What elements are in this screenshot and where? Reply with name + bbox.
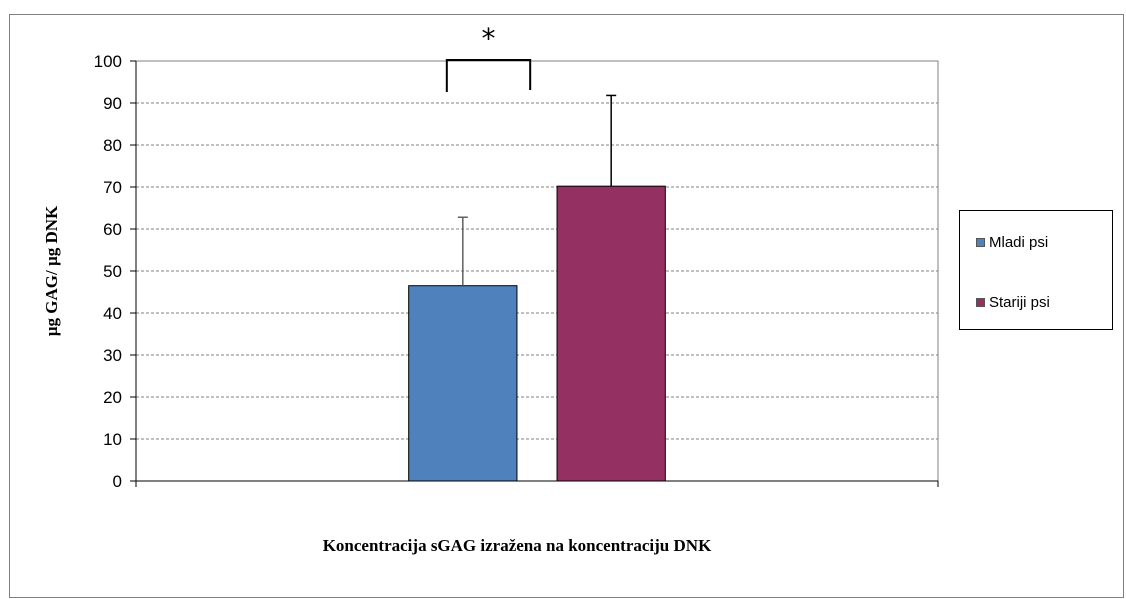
y-tick-label: 80 [103,136,122,155]
y-tick-label: 10 [103,430,122,449]
y-tick-label: 100 [94,52,122,71]
bar-stariji-psi [556,185,666,482]
y-tick-label: 50 [103,262,122,281]
y-tick-label: 90 [103,94,122,113]
axes [130,60,939,487]
legend-swatch [976,238,985,247]
legend-swatch [976,298,985,307]
gridlines [136,102,938,440]
legend-item-mladi-psi: Mladi psi [976,234,1048,251]
y-tick-label: 70 [103,178,122,197]
significance-annotation: * [445,22,532,92]
legend-label: Mladi psi [989,234,1049,251]
error-bars [457,94,617,286]
y-tick-label: 30 [103,346,122,365]
y-tick-label: 20 [103,388,122,407]
y-tick-label: 0 [113,472,122,491]
bar-mladi-psi [408,285,518,482]
y-tick-labels: 0 10 20 30 40 50 60 70 80 90 100 [94,52,122,491]
y-tick-label: 40 [103,304,122,323]
x-axis-title: Koncentracija sGAG izražena na koncentra… [323,536,712,555]
y-axis-title: µg GAG/ µg DNK [42,205,61,336]
legend-item-stariji-psi: Stariji psi [976,294,1050,311]
significance-star: * [482,22,496,55]
legend: Mladi psi Stariji psi [959,210,1113,330]
bars [408,185,666,482]
significance-bracket [445,59,532,92]
legend-label: Stariji psi [989,294,1050,311]
y-tick-label: 60 [103,220,122,239]
